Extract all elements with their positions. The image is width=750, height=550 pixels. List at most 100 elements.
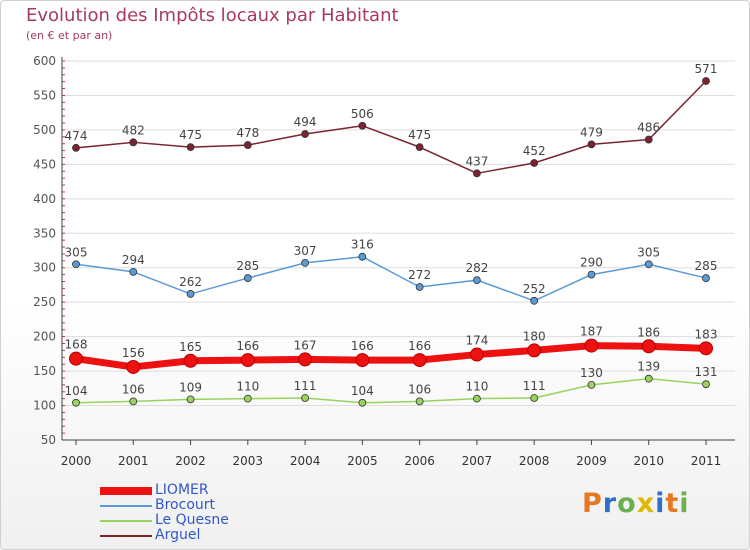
data-point-liomer bbox=[126, 359, 141, 374]
logo-letter: P bbox=[582, 488, 603, 519]
data-point-liomer bbox=[240, 353, 255, 368]
data-label-arguel: 479 bbox=[580, 125, 603, 139]
data-label-liomer: 180 bbox=[523, 329, 546, 343]
data-point-le-quesne bbox=[473, 394, 481, 403]
y-tick-label: 150 bbox=[33, 364, 56, 378]
logo-letter: t bbox=[665, 488, 680, 519]
series-line-liomer bbox=[75, 342, 707, 371]
data-point-arguel bbox=[301, 130, 309, 138]
data-point-arguel bbox=[358, 121, 367, 130]
data-label-liomer: 174 bbox=[465, 334, 488, 348]
data-point-le-quesne bbox=[186, 395, 195, 404]
data-label-arguel: 452 bbox=[523, 144, 546, 158]
legend-swatch-liomer bbox=[100, 487, 152, 495]
data-label-liomer: 156 bbox=[122, 346, 145, 360]
legend-label-arguel: Arguel bbox=[155, 527, 201, 543]
logo-letter: i bbox=[655, 488, 666, 519]
data-point-le-quesne bbox=[415, 397, 424, 406]
data-point-le-quesne bbox=[129, 397, 138, 406]
legend-swatch-arguel bbox=[100, 535, 152, 537]
series-line-le-quesne bbox=[75, 377, 707, 404]
data-label-arguel: 437 bbox=[465, 154, 488, 168]
data-label-brocourt: 272 bbox=[408, 268, 431, 282]
data-point-brocourt bbox=[587, 270, 596, 279]
x-tick-label: 2009 bbox=[576, 454, 607, 468]
y-tick-label: 100 bbox=[33, 399, 56, 413]
legend-swatch-le-quesne bbox=[100, 520, 152, 522]
logo-letter: i bbox=[679, 488, 690, 519]
data-point-liomer bbox=[355, 353, 370, 368]
logo-letter: x bbox=[636, 488, 656, 519]
data-label-brocourt: 282 bbox=[465, 261, 488, 275]
data-point-arguel bbox=[72, 143, 80, 152]
data-label-brocourt: 285 bbox=[236, 259, 259, 273]
data-point-brocourt bbox=[473, 276, 481, 285]
data-label-brocourt: 252 bbox=[523, 282, 546, 296]
y-tick-label: 250 bbox=[33, 295, 56, 309]
data-label-arguel: 494 bbox=[294, 115, 317, 129]
data-label-le-quesne: 131 bbox=[695, 365, 718, 379]
x-tick-label: 2011 bbox=[691, 454, 722, 468]
data-label-le-quesne: 139 bbox=[637, 360, 660, 374]
data-label-le-quesne: 111 bbox=[523, 379, 546, 393]
y-tick-label: 500 bbox=[33, 123, 56, 137]
data-label-brocourt: 307 bbox=[294, 244, 317, 258]
data-label-arguel: 482 bbox=[122, 123, 145, 137]
data-label-liomer: 183 bbox=[695, 327, 718, 341]
data-label-le-quesne: 111 bbox=[294, 379, 317, 393]
data-point-le-quesne bbox=[644, 374, 653, 383]
data-point-arguel bbox=[644, 135, 653, 144]
data-point-le-quesne bbox=[587, 380, 596, 389]
data-point-brocourt bbox=[415, 283, 424, 291]
data-point-le-quesne bbox=[530, 394, 539, 402]
data-label-le-quesne: 104 bbox=[351, 384, 374, 398]
chart-subtitle: (en € et par an) bbox=[26, 29, 113, 42]
data-point-arguel bbox=[587, 140, 596, 149]
data-point-brocourt bbox=[644, 260, 653, 269]
y-tick-label: 600 bbox=[33, 54, 56, 68]
legend-label-liomer: LIOMER bbox=[155, 482, 209, 498]
data-label-brocourt: 316 bbox=[351, 238, 374, 252]
data-label-liomer: 187 bbox=[580, 325, 603, 339]
x-tick-label: 2007 bbox=[462, 454, 493, 468]
data-label-brocourt: 285 bbox=[695, 259, 718, 273]
x-tick-label: 2001 bbox=[118, 454, 149, 468]
data-label-liomer: 166 bbox=[236, 339, 259, 353]
data-point-arguel bbox=[243, 141, 252, 149]
y-tick-label: 450 bbox=[33, 157, 56, 171]
data-point-le-quesne bbox=[702, 380, 710, 389]
data-point-arguel bbox=[129, 138, 138, 147]
data-label-arguel: 506 bbox=[351, 107, 374, 121]
x-tick-label: 2008 bbox=[519, 454, 550, 468]
data-label-brocourt: 294 bbox=[122, 253, 145, 267]
y-tick-label: 300 bbox=[33, 261, 56, 275]
data-point-arguel bbox=[702, 77, 710, 85]
x-tick-label: 2004 bbox=[290, 454, 321, 468]
data-point-le-quesne bbox=[72, 398, 80, 407]
data-point-brocourt bbox=[72, 260, 80, 269]
logo-letter: o bbox=[617, 488, 637, 519]
data-label-le-quesne: 106 bbox=[122, 382, 145, 396]
data-label-arguel: 478 bbox=[236, 126, 259, 140]
data-point-arguel bbox=[415, 143, 424, 152]
x-tick-label: 2003 bbox=[233, 454, 264, 468]
y-tick-label: 550 bbox=[33, 88, 56, 102]
data-label-liomer: 166 bbox=[408, 339, 431, 353]
data-label-arguel: 475 bbox=[179, 128, 202, 142]
data-point-liomer bbox=[298, 352, 313, 367]
data-point-brocourt bbox=[702, 274, 710, 282]
data-label-le-quesne: 109 bbox=[179, 380, 202, 394]
data-label-brocourt: 305 bbox=[637, 245, 660, 259]
y-tick-label: 50 bbox=[41, 433, 56, 447]
y-tick-label: 350 bbox=[33, 226, 56, 240]
data-label-liomer: 168 bbox=[65, 338, 88, 352]
y-tick-label: 400 bbox=[33, 192, 56, 206]
data-point-liomer bbox=[699, 341, 713, 356]
x-tick-label: 2005 bbox=[347, 454, 378, 468]
x-tick-label: 2000 bbox=[61, 454, 92, 468]
data-point-liomer bbox=[69, 351, 83, 366]
data-point-brocourt bbox=[186, 290, 195, 298]
series-line-arguel bbox=[75, 80, 707, 175]
legend-swatch-brocourt bbox=[100, 505, 152, 507]
